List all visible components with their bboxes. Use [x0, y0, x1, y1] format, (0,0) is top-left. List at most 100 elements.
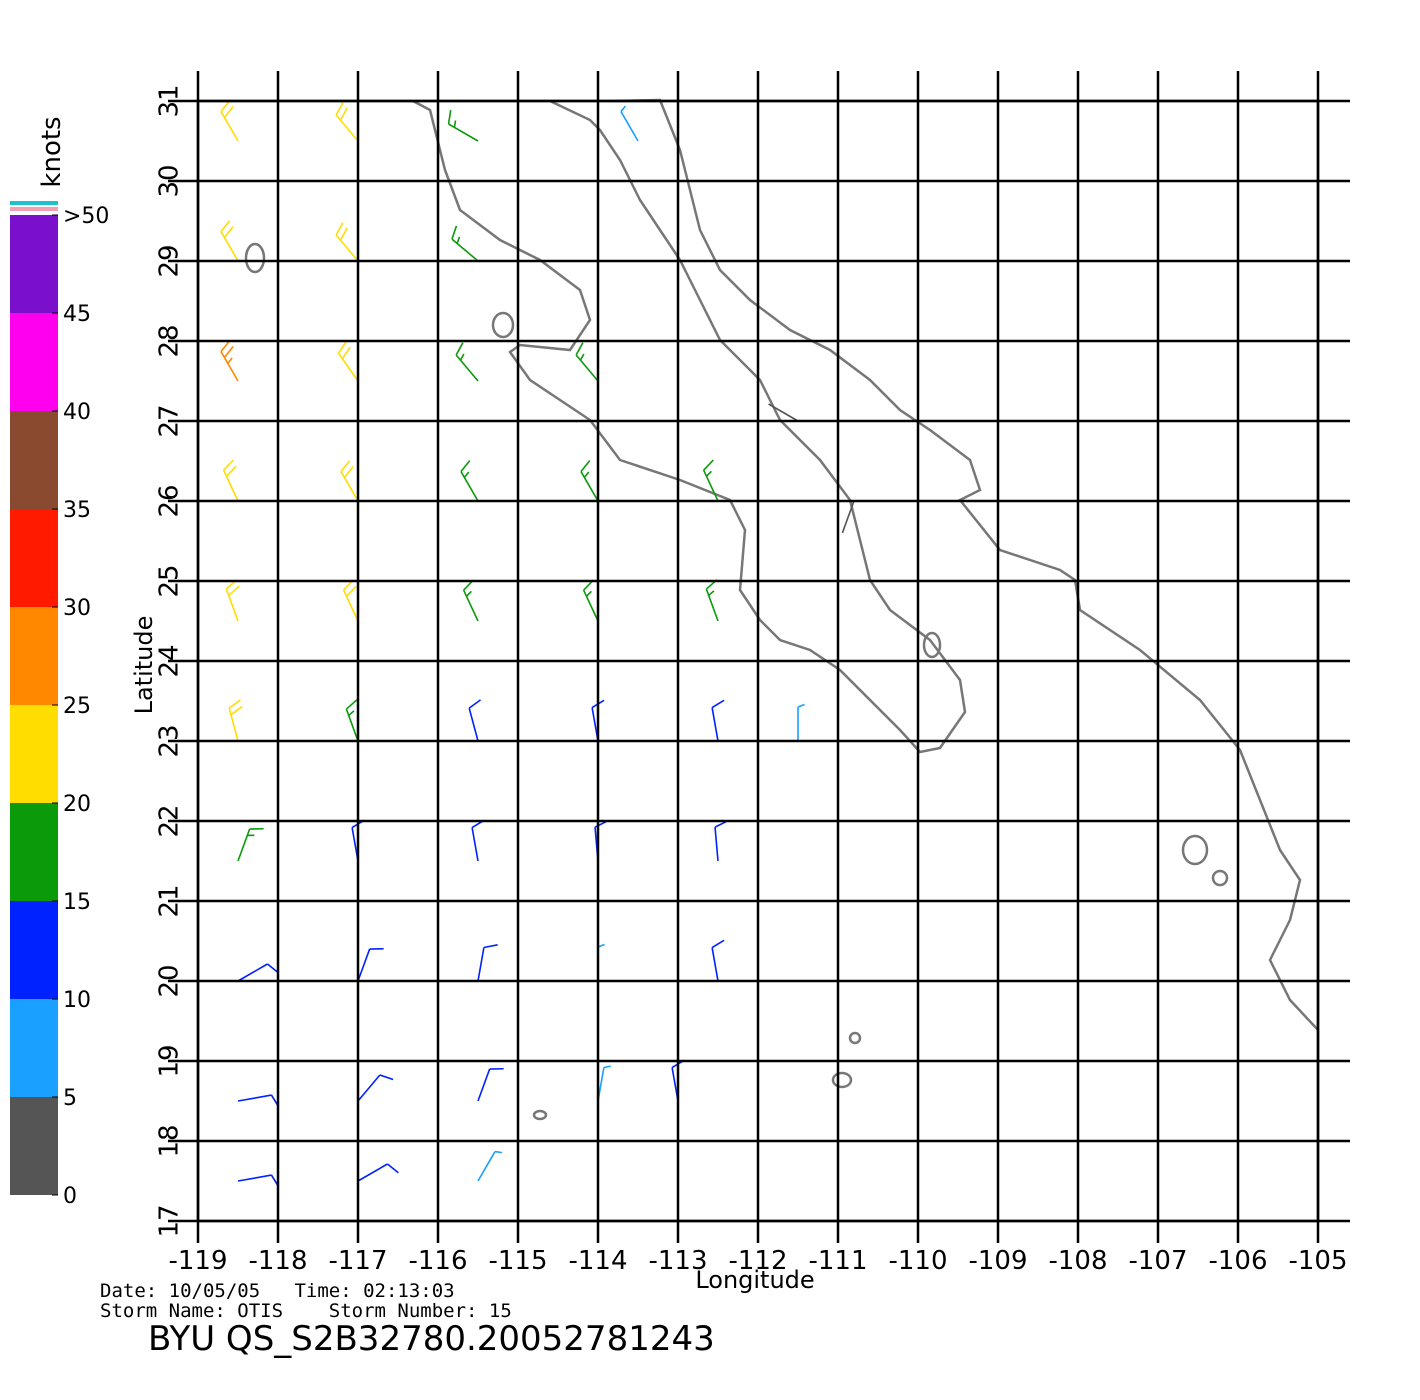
colorbar-segment: [10, 803, 58, 901]
storm-line: Storm Name: OTIS Storm Number: 15: [100, 1300, 512, 1322]
colorbar-cap: [10, 201, 58, 205]
wind-barb: [357, 947, 384, 982]
colorbar-tick-label: 20: [63, 792, 91, 817]
colorbar: 0 5 10 15 20 25 30 35 40 45 >50: [10, 201, 109, 1209]
wind-barb: [340, 460, 359, 502]
wind-barb: [228, 699, 243, 742]
wind-barb: [337, 341, 359, 382]
colorbar-segment: [10, 901, 58, 999]
wind-barb: [335, 102, 359, 142]
wind-barb: [768, 403, 799, 422]
colorbar-tick-label: 40: [63, 400, 91, 425]
wind-barb: [447, 110, 479, 142]
wind-barb: [620, 105, 639, 142]
y-tick-label: 19: [155, 1044, 185, 1077]
colorbar-tick-label: >50: [63, 204, 109, 229]
colorbar-tick-label: 10: [63, 988, 91, 1013]
wind-barb: [575, 342, 599, 382]
y-tick-label: 27: [155, 404, 185, 437]
colorbar-cap: [10, 207, 58, 211]
colorbar-segment: [10, 1097, 58, 1195]
colorbar-segment: [10, 705, 58, 803]
footer: BYU QS_S2B32780.20052781243: [148, 1319, 715, 1359]
wind-barb: [220, 100, 239, 142]
wind-barb: [714, 820, 728, 862]
colorbar-tick-label: 5: [63, 1086, 77, 1111]
colorbar-segment: [10, 215, 58, 313]
wind-barb: [222, 459, 239, 502]
y-tick-label: 30: [155, 164, 185, 197]
colorbar-segment: [10, 411, 58, 509]
colorbar-segment: [10, 607, 58, 705]
wind-barb: [237, 1094, 280, 1108]
wind-barb: [582, 579, 599, 622]
wind-barb: [462, 579, 479, 622]
island: [848, 1031, 862, 1045]
y-tick-label: 29: [155, 244, 185, 277]
colorbar-tick-label: 35: [63, 498, 91, 523]
wind-barb: [841, 500, 855, 534]
x-tick-label: -115: [488, 1246, 547, 1276]
x-tick-label: -113: [648, 1246, 707, 1276]
wind-barb: [597, 1065, 611, 1102]
wind-barb: [225, 579, 240, 622]
y-tick-label: 23: [155, 724, 185, 757]
y-tick-label: 18: [155, 1124, 185, 1157]
wind-barb: [357, 1163, 399, 1182]
island: [1211, 869, 1229, 887]
wind-barb: [342, 579, 359, 622]
x-tick-label: -106: [1208, 1246, 1267, 1276]
wind-barb: [711, 939, 725, 982]
wind-barb: [455, 342, 479, 382]
y-tick-label: 17: [155, 1204, 185, 1237]
wind-barb: [451, 225, 479, 262]
wind-barb: [237, 1174, 280, 1188]
island: [532, 1109, 548, 1121]
x-tick-label: -116: [408, 1246, 467, 1276]
x-tick-label: -112: [728, 1246, 787, 1276]
colorbar-label: knots: [37, 116, 67, 187]
wind-barb: [237, 827, 264, 862]
wind-barb: [477, 944, 498, 982]
x-tick-label: -109: [968, 1246, 1027, 1276]
island: [831, 1071, 853, 1089]
y-tick-label: 21: [155, 884, 185, 917]
plot-frame: [196, 99, 1320, 1223]
island: [1181, 834, 1209, 866]
wind-barb: [471, 819, 485, 862]
wind-barb: [797, 703, 805, 741]
wind-barb: [335, 222, 359, 262]
colorbar-tick-label: 45: [63, 302, 91, 327]
colorbar-tick-label: 25: [63, 694, 91, 719]
island: [491, 311, 515, 339]
y-tick-label: 22: [155, 804, 185, 837]
colorbar-segment: [10, 999, 58, 1097]
x-tick-label: -119: [168, 1246, 227, 1276]
wind-barb: [477, 1067, 504, 1102]
x-tick-label: -114: [568, 1246, 627, 1276]
coastline: [244, 98, 1319, 1121]
y-tick-label: 20: [155, 964, 185, 997]
wind-barb: [460, 460, 479, 502]
x-tick-label: -105: [1288, 1246, 1347, 1276]
wind-barb: [220, 340, 239, 382]
x-tick-label: -107: [1128, 1246, 1187, 1276]
y-tick-label: 26: [155, 484, 185, 517]
wind-barb: [580, 460, 599, 502]
x-tick-label: -118: [248, 1246, 307, 1276]
colorbar-tick-label: 30: [63, 596, 91, 621]
x-tick-label: -110: [888, 1246, 947, 1276]
colorbar-tick-label: 15: [63, 890, 91, 915]
y-tick-label: 24: [155, 644, 185, 677]
axes: -119 -118 -117 -116 -115 -114 -113 -112 -111 -110…: [155, 71, 1350, 1276]
x-axis-label: Longitude: [695, 1266, 814, 1294]
y-tick-label: 28: [155, 324, 185, 357]
wind-barb: [468, 699, 481, 742]
colorbar-segment: [10, 509, 58, 607]
mainland-coast: [614, 98, 1319, 1031]
baja-peninsula: [412, 99, 967, 754]
wind-barb: [345, 699, 359, 742]
island: [922, 631, 942, 659]
x-tick-label: -117: [328, 1246, 387, 1276]
colorbar-tick-label: 0: [63, 1184, 77, 1209]
